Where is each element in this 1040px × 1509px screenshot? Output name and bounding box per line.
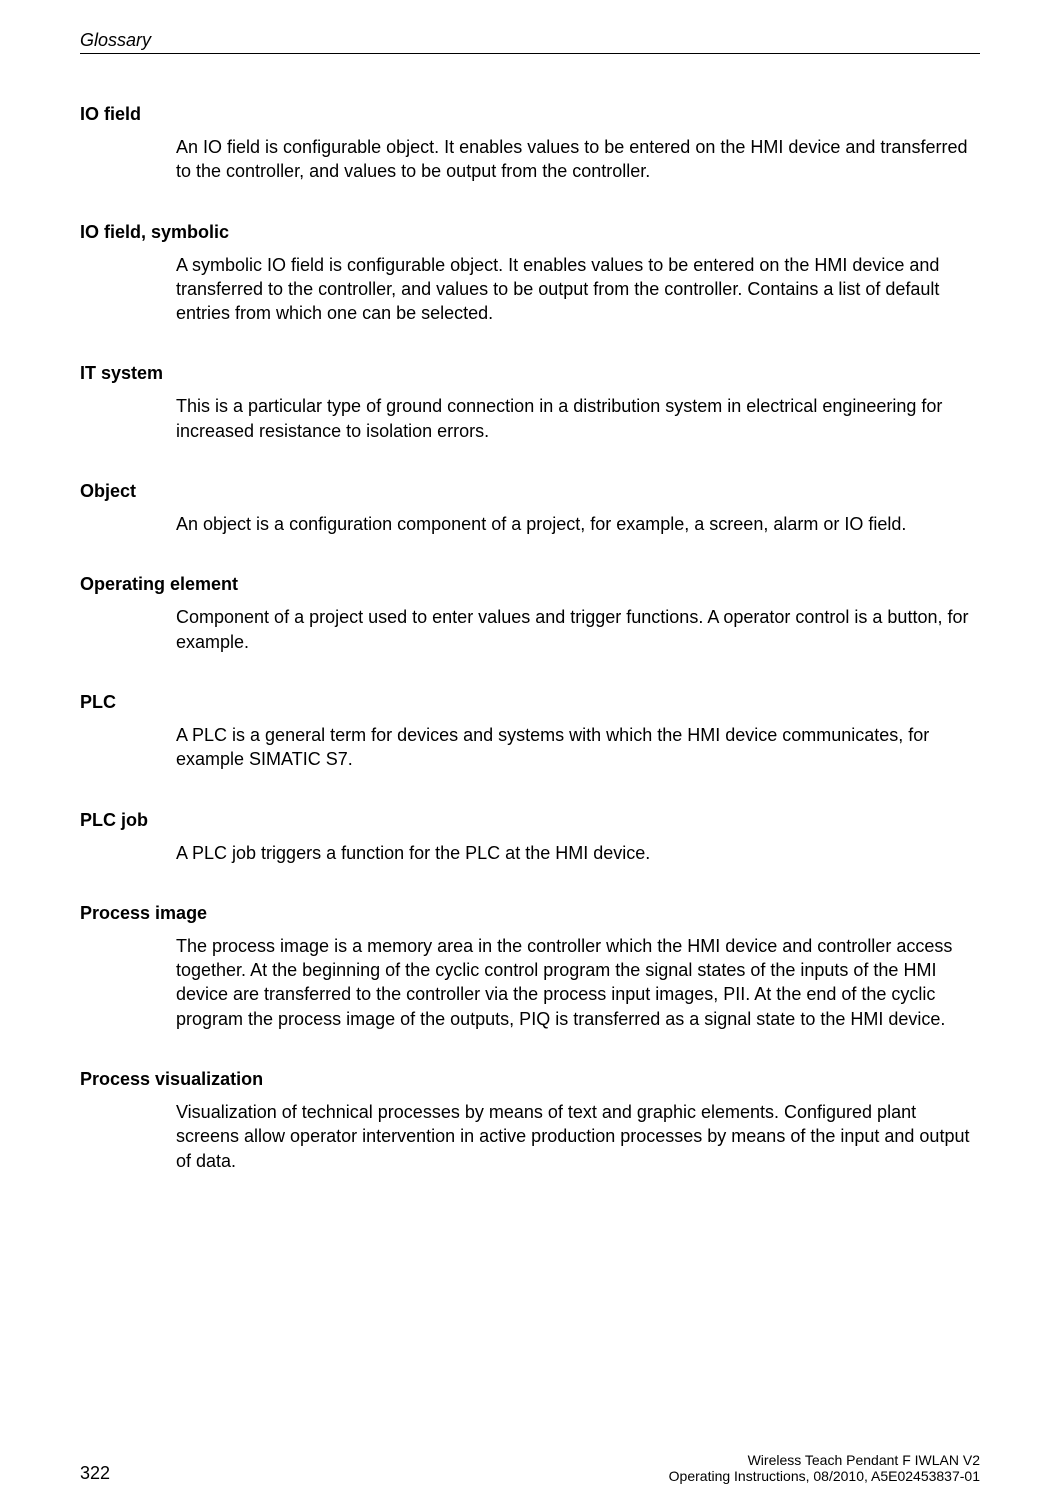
glossary-term: IO field: [80, 104, 980, 125]
glossary-definition: Visualization of technical processes by …: [176, 1100, 980, 1173]
page-number: 322: [80, 1463, 110, 1484]
glossary-definition: A PLC job triggers a function for the PL…: [176, 841, 980, 865]
page-footer: 322 Wireless Teach Pendant F IWLAN V2 Op…: [80, 1452, 980, 1484]
glossary-term: Operating element: [80, 574, 980, 595]
header-divider: [80, 53, 980, 54]
glossary-definition: A PLC is a general term for devices and …: [176, 723, 980, 772]
glossary-definition: Component of a project used to enter val…: [176, 605, 980, 654]
glossary-term: PLC job: [80, 810, 980, 831]
glossary-term: IT system: [80, 363, 980, 384]
glossary-definition: An object is a configuration component o…: [176, 512, 980, 536]
header-section-title: Glossary: [80, 30, 980, 51]
glossary-entries: IO field An IO field is configurable obje…: [80, 104, 980, 1173]
doc-title: Wireless Teach Pendant F IWLAN V2: [669, 1452, 980, 1468]
glossary-term: Process image: [80, 903, 980, 924]
glossary-term: IO field, symbolic: [80, 222, 980, 243]
doc-info: Operating Instructions, 08/2010, A5E0245…: [669, 1468, 980, 1484]
glossary-term: Process visualization: [80, 1069, 980, 1090]
footer-right: Wireless Teach Pendant F IWLAN V2 Operat…: [669, 1452, 980, 1484]
glossary-definition: The process image is a memory area in th…: [176, 934, 980, 1031]
glossary-definition: An IO field is configurable object. It e…: [176, 135, 980, 184]
glossary-definition: This is a particular type of ground conn…: [176, 394, 980, 443]
glossary-term: Object: [80, 481, 980, 502]
glossary-term: PLC: [80, 692, 980, 713]
glossary-definition: A symbolic IO field is configurable obje…: [176, 253, 980, 326]
